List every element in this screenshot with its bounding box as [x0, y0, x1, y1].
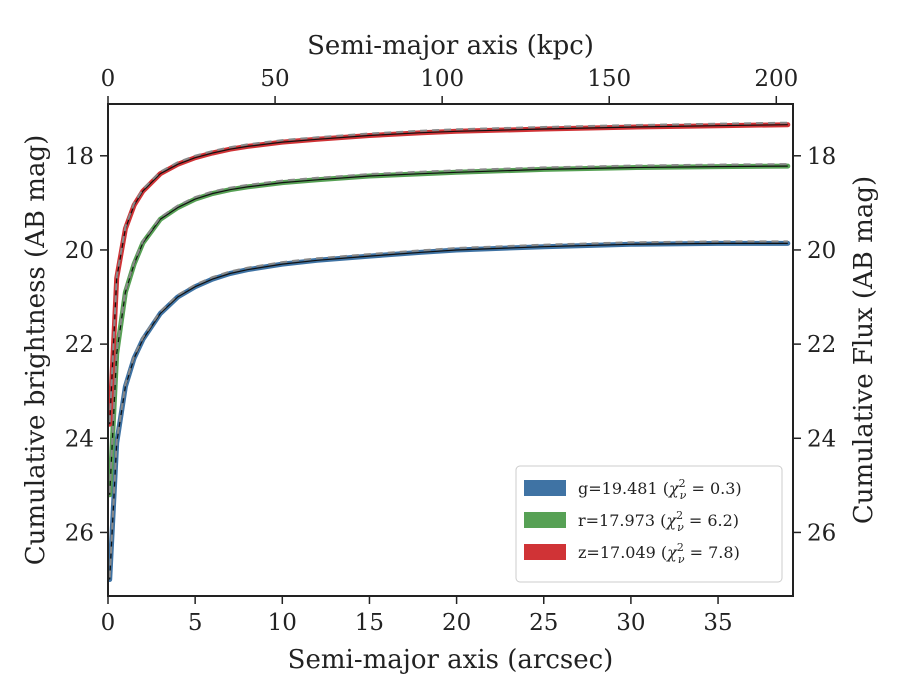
legend-label-0: g=19.481 (χ2 ν = 0.3) — [578, 477, 742, 502]
legend-swatch-1 — [524, 512, 566, 528]
legend-swatch-0 — [524, 480, 566, 496]
model-dashed-line-1 — [108, 163, 788, 493]
right-y-axis-title: Cumulative Flux (AB mag) — [849, 176, 879, 524]
y-tick-label: 18 — [65, 144, 94, 170]
y-tick-label: 20 — [65, 238, 94, 264]
right-y-tick-label: 26 — [807, 520, 836, 546]
legend: g=19.481 (χ2 ν = 0.3) r=17.973 (χ2 ν = 6.2)… — [515, 465, 783, 583]
legend-label-2: z=17.049 (χ2 ν = 7.8) — [578, 541, 740, 566]
right-y-tick-label: 22 — [807, 332, 836, 358]
model-dashed-line-0 — [108, 240, 788, 578]
top-x-tick-label: 50 — [260, 66, 289, 92]
x-tick-label: 10 — [268, 610, 297, 636]
x-axis-title: Semi-major axis (arcsec) — [288, 645, 614, 675]
legend-box — [515, 465, 783, 583]
x-tick-label: 25 — [529, 610, 558, 636]
tick-marks: 0 5 10 15 20 25 30 35 0 50 100 150 200 18 18 20 20 22 22 24… — [65, 66, 837, 636]
series-core-line-2 — [109, 124, 788, 425]
top-x-tick-label: 0 — [101, 66, 116, 92]
y-tick-label: 24 — [65, 426, 94, 452]
x-tick-label: 20 — [442, 610, 471, 636]
right-y-tick-label: 18 — [807, 144, 836, 170]
top-x-tick-label: 200 — [754, 66, 798, 92]
right-y-tick-label: 24 — [807, 426, 836, 452]
y-tick-label: 22 — [65, 332, 94, 358]
y-axis-title: Cumulative brightness (AB mag) — [21, 135, 51, 566]
x-tick-label: 5 — [188, 610, 203, 636]
top-x-tick-label: 100 — [420, 66, 464, 92]
right-y-tick-label: 20 — [807, 238, 836, 264]
plot-lines — [107, 121, 791, 582]
x-tick-label: 35 — [703, 610, 732, 636]
top-x-tick-label: 150 — [587, 66, 631, 92]
x-tick-label: 30 — [616, 610, 645, 636]
x-tick-label: 0 — [101, 610, 116, 636]
legend-swatch-2 — [524, 544, 566, 560]
legend-label-1: r=17.973 (χ2 ν = 6.2) — [578, 509, 739, 534]
x-tick-label: 15 — [355, 610, 384, 636]
series-core-line-0 — [109, 242, 788, 580]
top-x-axis-title: Semi-major axis (kpc) — [307, 31, 594, 61]
y-tick-label: 26 — [65, 520, 94, 546]
model-dashed-line-2 — [108, 121, 788, 423]
axes-frame — [107, 103, 794, 597]
